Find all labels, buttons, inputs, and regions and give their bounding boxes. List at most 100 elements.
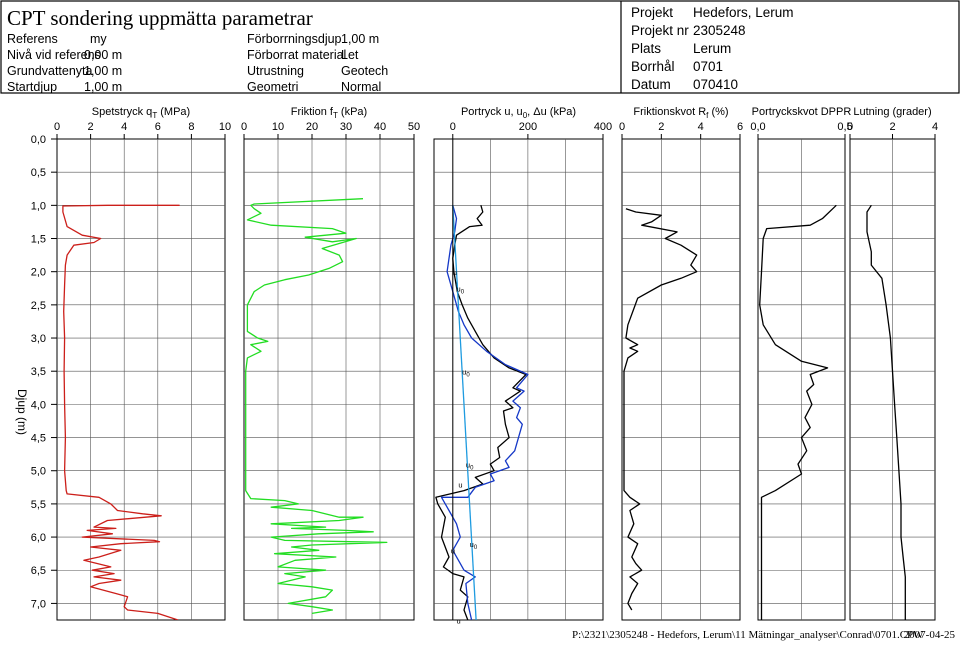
- header-right-value: 070410: [693, 77, 738, 92]
- depth-tick-label: 1,5: [31, 234, 46, 246]
- panel-ft: 0 10 20 30 40 50 Friktion fT (kPa): [241, 106, 420, 621]
- depth-tick-label: 5,0: [31, 466, 46, 478]
- panel-title: Lutning (grader): [853, 106, 931, 118]
- x-tick-label: 2: [658, 121, 664, 133]
- header-left-label: Referens: [7, 32, 58, 46]
- header-left-value: 1,00 m: [84, 80, 122, 94]
- x-tick-label: 6: [737, 121, 743, 133]
- panel-frame: [243, 138, 415, 621]
- footer-path: P:\2321\2305248 - Hedefors, Lerum\11 Mät…: [572, 629, 924, 641]
- header-right-value: 0701: [693, 59, 723, 74]
- x-tick-label: 6: [155, 121, 161, 133]
- header-mid-value: 1,00 m: [341, 32, 379, 46]
- curve-annotation: u0: [457, 285, 465, 296]
- x-tick-label: 200: [519, 121, 537, 133]
- x-tick-label: 2: [88, 121, 94, 133]
- depth-axis-label: Djup (m): [15, 389, 29, 435]
- x-tick-label: 0: [847, 121, 853, 133]
- header-right-table: Projekt Hedefors, Lerum Projekt nr 23052…: [631, 5, 794, 92]
- curve-annotation: u: [457, 616, 461, 625]
- x-tick-label: 2: [889, 121, 895, 133]
- panel-frame: [433, 138, 604, 621]
- header-mid-label: Geometri: [247, 80, 298, 94]
- header-right-label: Projekt: [631, 5, 673, 20]
- panel-frame: [621, 138, 741, 621]
- header-left-table: Referens my Nivå vid referens 0,00 m Gru…: [7, 32, 122, 94]
- panel-title: Portryck u, u0, Δu (kPa): [461, 106, 576, 120]
- panel-frame: [56, 138, 226, 621]
- series-line-dppr-0: [759, 204, 837, 620]
- curve-annotation: u0: [462, 368, 470, 379]
- header-left-label: Startdjup: [7, 80, 57, 94]
- series-line-lut-0: [866, 204, 906, 620]
- depth-tick-label: 3,5: [31, 366, 46, 378]
- header-right-label: Borrhål: [631, 59, 675, 74]
- x-tick-label: 0: [619, 121, 625, 133]
- header-right-label: Projekt nr: [631, 23, 689, 38]
- panel-title: Portryckskvot DPPR: [752, 106, 852, 118]
- x-tick-label: 0: [241, 121, 247, 133]
- header-mid-label: Förborrat material: [247, 48, 346, 62]
- curve-annotation: u0: [470, 540, 478, 551]
- x-tick-label: 10: [272, 121, 284, 133]
- header-right-label: Datum: [631, 77, 671, 92]
- depth-tick-label: 6,5: [31, 565, 46, 577]
- panel-rf: 0 2 4 6 Friktionskvot Rf (%): [619, 106, 743, 621]
- footer: P:\2321\2305248 - Hedefors, Lerum\11 Mät…: [572, 629, 955, 641]
- depth-tick-label: 6,0: [31, 532, 46, 544]
- x-tick-label: 10: [219, 121, 231, 133]
- header-left-value: 0,00 m: [84, 48, 122, 62]
- series-line-ft-0: [245, 198, 388, 615]
- header-left-label: Nivå vid referens: [7, 48, 101, 62]
- x-tick-label: 30: [340, 121, 352, 133]
- panel-title: Friktion fT (kPa): [291, 106, 367, 120]
- x-tick-label: 8: [188, 121, 194, 133]
- series-line-u-u0: [452, 205, 477, 620]
- panel-qt: 0 2 4 6 8 10 Spetstryck qT (MPa): [51, 106, 231, 621]
- curve-annotation: u: [451, 547, 455, 556]
- curve-annotation: u0: [466, 460, 474, 471]
- series-line-qt-0: [62, 204, 180, 620]
- header-mid-value: Let: [341, 48, 359, 62]
- x-tick-label: 4: [698, 121, 704, 133]
- header: CPT sondering uppmätta parametrar Refere…: [0, 0, 960, 94]
- header-right-value: Lerum: [693, 41, 731, 56]
- page-title: CPT sondering uppmätta parametrar: [7, 6, 313, 30]
- header-right-value: Hedefors, Lerum: [693, 5, 794, 20]
- depth-tick-label: 2,5: [31, 300, 46, 312]
- x-tick-label: 0: [450, 121, 456, 133]
- x-tick-label: 20: [306, 121, 318, 133]
- x-tick-label: 0: [54, 121, 60, 133]
- x-tick-label: 400: [594, 121, 612, 133]
- depth-tick-label: 3,0: [31, 333, 46, 345]
- curve-annotation: u: [453, 268, 457, 277]
- x-tick-label: 40: [374, 121, 386, 133]
- depth-tick-label: 0,0: [31, 134, 46, 146]
- header-left-value: my: [90, 32, 107, 46]
- header-mid-value: Geotech: [341, 64, 388, 78]
- header-mid-label: Förborrningsdjup: [247, 32, 342, 46]
- x-tick-label: 50: [408, 121, 420, 133]
- panel-title: Friktionskvot Rf (%): [633, 106, 728, 120]
- header-left-label: Grundvattenyta: [7, 64, 93, 78]
- x-tick-label: 0,0: [750, 121, 765, 133]
- panel-dppr: 0,0 0,5 Portryckskvot DPPR: [750, 106, 853, 621]
- depth-tick-label: 2,0: [31, 267, 46, 279]
- header-left-value: 1,00 m: [84, 64, 122, 78]
- x-tick-label: 4: [121, 121, 127, 133]
- header-right-value: 2305248: [693, 23, 746, 38]
- header-mid-table: Förborrningsdjup 1,00 m Förborrat materi…: [247, 32, 388, 94]
- header-right-label: Plats: [631, 41, 661, 56]
- header-mid-label: Utrustning: [247, 64, 304, 78]
- depth-tick-label: 1,0: [31, 200, 46, 212]
- depth-tick-label: 0,5: [31, 167, 46, 179]
- x-tick-label: 0,5: [837, 121, 852, 133]
- series-line-u-u2: [440, 205, 529, 620]
- panel-title: Spetstryck qT (MPa): [92, 106, 190, 120]
- header-mid-value: Normal: [341, 80, 381, 94]
- series-line-rf-0: [623, 208, 698, 611]
